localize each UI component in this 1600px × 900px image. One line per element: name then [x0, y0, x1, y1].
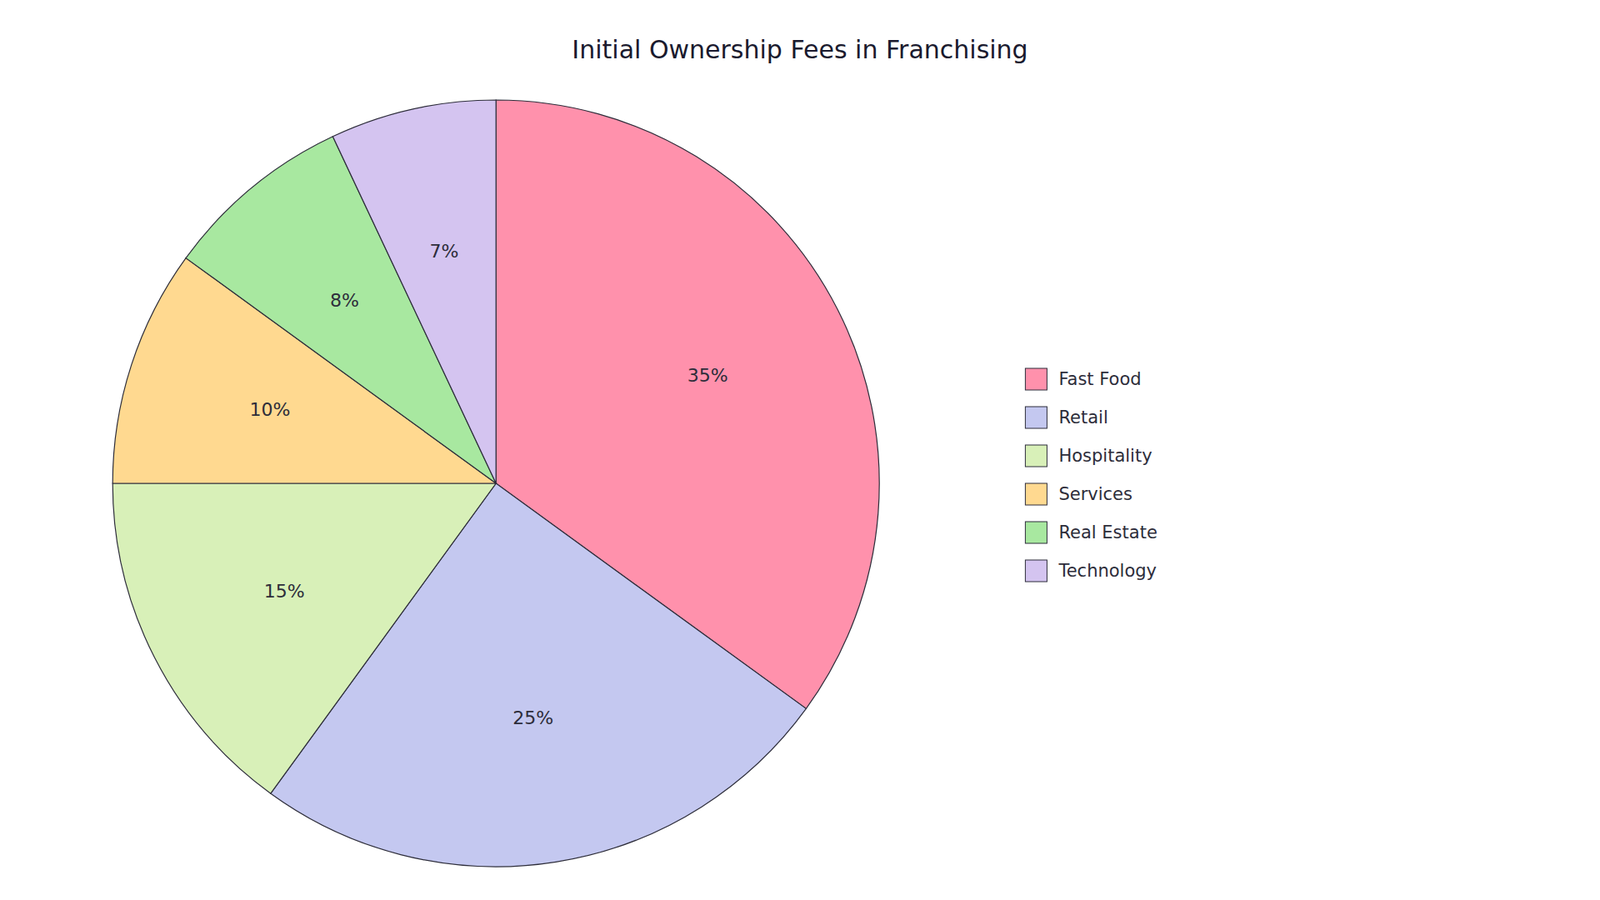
legend-label: Real Estate [1058, 522, 1157, 543]
legend-item: Technology [1025, 560, 1157, 582]
legend-swatch [1025, 483, 1047, 505]
slice [112, 483, 496, 794]
legend-label: Hospitality [1058, 445, 1152, 466]
pie: 35% 25% 15% 10% 8% 7% [112, 100, 880, 867]
slices [112, 100, 880, 867]
legend-label: Fast Food [1058, 369, 1141, 390]
legend-item: Retail [1025, 406, 1108, 429]
data-labels: 35% 25% 15% 10% 8% 7% [250, 240, 729, 729]
legend-item: Services [1025, 483, 1133, 505]
legend-swatch [1025, 406, 1047, 429]
legend-label: Retail [1058, 407, 1108, 428]
legend-swatch [1025, 560, 1047, 582]
legend-swatch [1025, 445, 1047, 467]
legend-label: Technology [1057, 560, 1157, 581]
data-label: 15% [264, 580, 305, 602]
legend-swatch [1025, 521, 1047, 544]
legend-item: Fast Food [1025, 368, 1141, 390]
legend-label: Services [1058, 484, 1133, 505]
data-label: 7% [430, 240, 460, 262]
legend-swatch [1025, 368, 1047, 390]
legend-item: Real Estate [1025, 521, 1157, 544]
legend-item: Hospitality [1025, 445, 1152, 467]
title: Initial Ownership Fees in Franchising [571, 35, 1028, 65]
data-label: 35% [687, 365, 729, 386]
chart: Initial Ownership Fees in Franchising 35%… [0, 0, 1600, 900]
data-label: 25% [512, 707, 554, 729]
legend: Fast Food Retail Hospitality Services Real E… [1025, 368, 1157, 582]
data-label: 8% [330, 290, 360, 311]
data-label: 10% [250, 399, 291, 420]
